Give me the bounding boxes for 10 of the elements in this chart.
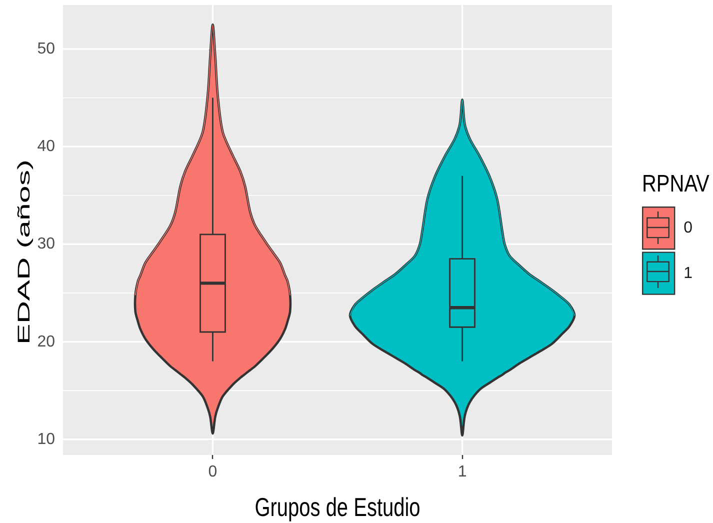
- legend-title: RPNAV: [642, 170, 710, 198]
- legend-label: 0: [684, 220, 693, 237]
- y-tick-label: 30: [37, 236, 56, 253]
- y-tick-label: 50: [37, 40, 56, 58]
- y-tick-label: 20: [37, 333, 56, 350]
- y-tick-label: 40: [37, 138, 56, 156]
- legend-label: 1: [684, 264, 693, 282]
- y-tick-label: 10: [37, 430, 56, 448]
- x-axis-title: Grupos de Estudio: [254, 492, 420, 522]
- y-axis-title: EDAD (años): [14, 159, 34, 345]
